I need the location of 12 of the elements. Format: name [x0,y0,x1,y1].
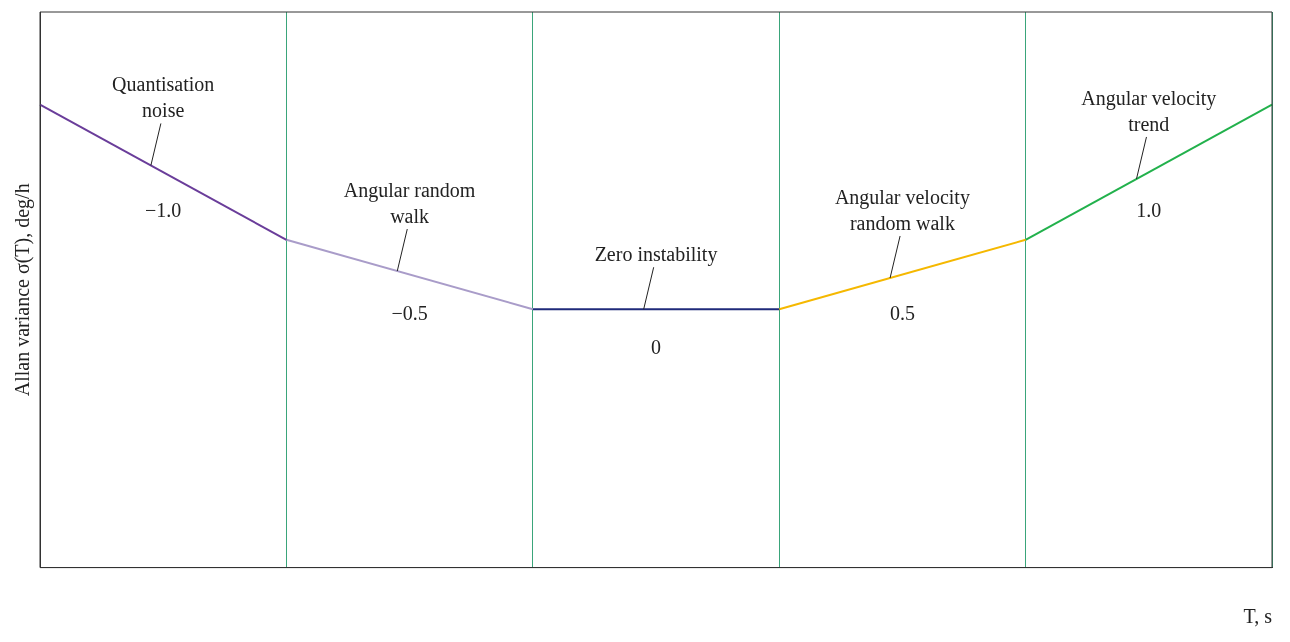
annotation: 1.0 [1136,199,1162,222]
text: Zero instability [594,243,718,267]
annotation: 0 [651,336,661,359]
series-label: Angular random walk [343,179,476,228]
annotation: −0.5 [391,301,428,324]
annotation: 0.5 [889,301,915,324]
y-axis-title: Allan variance σ(T), deg/h [11,183,35,397]
series-label: Angular velocity trend [1081,86,1217,135]
annotation: −1.0 [145,199,182,222]
series-label: Angular velocity random walk [834,185,970,234]
x-axis-title: T, s [1243,605,1273,628]
series-label: Quantisation noise [112,73,215,122]
